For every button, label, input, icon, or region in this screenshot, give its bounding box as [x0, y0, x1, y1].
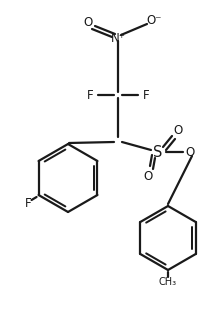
Text: S: S: [153, 145, 163, 159]
Text: O: O: [83, 15, 93, 28]
Text: O: O: [143, 170, 153, 183]
Text: F: F: [143, 88, 149, 101]
Text: F: F: [87, 88, 93, 101]
Text: N⁺: N⁺: [111, 32, 125, 44]
Text: CH₃: CH₃: [159, 277, 177, 287]
Text: O: O: [185, 146, 195, 159]
Text: F: F: [25, 197, 32, 210]
Text: O: O: [173, 124, 183, 137]
Text: O⁻: O⁻: [146, 14, 162, 27]
